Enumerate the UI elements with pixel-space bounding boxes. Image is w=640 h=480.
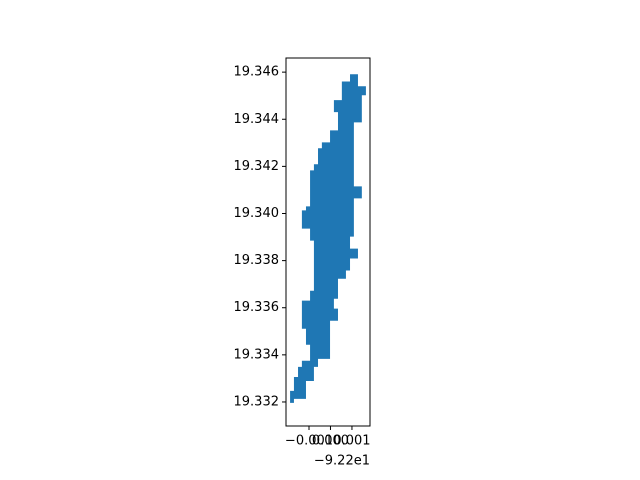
y-tick-label: 19.334 [234, 347, 280, 362]
y-tick-label: 19.340 [234, 206, 280, 221]
y-tick-label: 19.342 [234, 159, 280, 174]
y-tick-label: 19.338 [234, 253, 280, 268]
y-tick-label: 19.332 [234, 394, 280, 409]
shape [290, 74, 366, 403]
x-offset-label: −9.22e1 [314, 454, 370, 469]
y-tick-label: 19.346 [234, 65, 280, 80]
y-tick-label: 19.344 [234, 112, 280, 127]
x-tick-label: 0.001 [333, 434, 370, 449]
x-tick-label: −0.001 [285, 434, 333, 449]
axes-frame [285, 57, 371, 427]
y-tick-label: 19.336 [234, 300, 280, 315]
x-tick-label: 0.000 [312, 434, 349, 449]
